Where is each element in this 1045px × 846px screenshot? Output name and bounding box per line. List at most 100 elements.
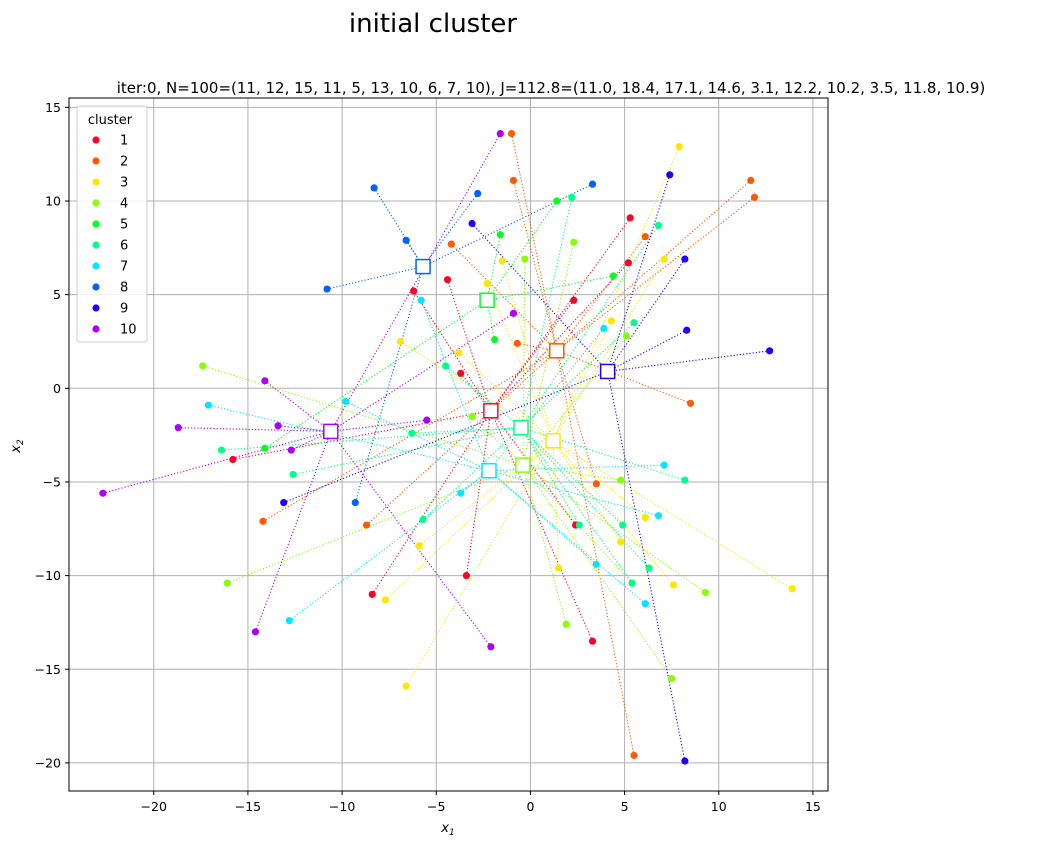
cluster-7-centroid: [481, 462, 497, 479]
cluster-2-link: [517, 342, 557, 352]
x-tick-label: −10: [329, 799, 355, 814]
cluster-4-point: [622, 332, 631, 340]
cluster-9-point: [683, 326, 691, 334]
cluster-9-link: [607, 329, 688, 372]
cluster-4-centroid: [515, 457, 531, 473]
cluster-6-point: [628, 579, 636, 587]
cluster-10-link: [291, 430, 332, 451]
cluster-10-centroid: [323, 423, 339, 440]
cluster-1-link: [490, 299, 575, 412]
cluster-9-link: [471, 223, 609, 372]
cluster-6-link: [445, 365, 522, 429]
cluster-3-point: [381, 596, 390, 604]
cluster-4-link: [522, 259, 526, 466]
cluster-3-point: [675, 143, 683, 151]
legend-label-9: 9: [120, 302, 128, 317]
cluster-9-point: [766, 347, 774, 355]
cluster-9-point: [666, 171, 674, 179]
cluster-2-centroid: [549, 343, 565, 359]
cluster-5-point: [609, 272, 617, 280]
cluster-2-link: [512, 180, 558, 351]
cluster-6-point: [681, 476, 689, 484]
legend-label-2: 2: [120, 155, 128, 170]
cluster-3-point: [555, 564, 563, 572]
cluster-10-point: [287, 446, 295, 454]
cluster-10-point: [423, 416, 431, 424]
cluster-3-link: [552, 440, 560, 569]
cluster-1-link: [232, 410, 491, 461]
legend-marker-3: [92, 178, 100, 186]
cluster-10-point: [251, 628, 260, 636]
cluster-7-point: [592, 560, 600, 568]
y-axis-label-subscript: 2: [16, 439, 26, 445]
cluster-8-point: [351, 498, 359, 507]
cluster-10-point: [487, 643, 495, 651]
cluster-5-link: [486, 200, 558, 301]
x-tick-label: 15: [805, 799, 821, 814]
cluster-7-point: [285, 616, 293, 625]
y-tick-label: −20: [35, 755, 61, 770]
cluster-2-point: [592, 480, 600, 488]
cluster-4-link: [522, 335, 627, 466]
cluster-4-link: [471, 416, 524, 466]
cluster-1-point: [368, 590, 376, 598]
cluster-5-point: [491, 336, 499, 344]
cluster-1-link: [447, 279, 492, 411]
cluster-6-point: [289, 470, 297, 479]
cluster-7-link: [345, 400, 490, 472]
cluster-3-point: [617, 538, 625, 546]
cluster-6-point: [568, 193, 576, 201]
legend-label-6: 6: [120, 239, 128, 254]
cluster-1-point: [457, 369, 465, 377]
cluster-1-point: [462, 572, 470, 580]
x-axis-label-subscript: 1: [449, 828, 455, 838]
cluster-8-point: [588, 180, 597, 188]
cluster-2-point: [686, 399, 695, 407]
cluster-1-link: [490, 410, 577, 526]
cluster-3-point: [415, 542, 423, 550]
cluster-8-link: [422, 183, 593, 268]
cluster-8-point: [474, 189, 482, 198]
cluster-2-point: [447, 240, 455, 248]
cluster-2-point: [750, 193, 759, 201]
cluster-3-link: [552, 440, 674, 586]
cluster-2-point: [641, 233, 649, 241]
cluster-5-point: [553, 197, 561, 205]
plot-frame: [68, 97, 829, 792]
cluster-6-link: [221, 427, 522, 451]
cluster-9-point: [280, 498, 288, 507]
cluster-2-point: [513, 339, 521, 347]
cluster-4-point: [468, 412, 476, 421]
cluster-10-link: [330, 419, 427, 432]
cluster-8-link: [422, 193, 479, 267]
cluster-8-link: [326, 266, 424, 290]
cluster-1-point: [410, 287, 418, 295]
plot-area: [68, 97, 829, 792]
cluster-10-link: [277, 425, 331, 432]
centroid-markers: [323, 258, 616, 479]
cluster-6-point: [217, 446, 226, 454]
cluster-3-link: [552, 146, 680, 441]
cluster-10-point: [509, 309, 518, 317]
y-tick-label: 15: [45, 100, 61, 115]
cluster-6-point: [408, 429, 416, 437]
cluster-10-link: [330, 312, 514, 432]
cluster-10-point: [99, 489, 107, 497]
plot-background: [69, 98, 828, 791]
assignment-lines: [102, 133, 793, 762]
cluster-4-point: [199, 362, 207, 370]
cluster-3-link: [552, 440, 793, 590]
cluster-6-point: [442, 362, 450, 370]
cluster-6-centroid: [513, 419, 529, 436]
cluster-7-link: [488, 470, 646, 605]
cluster-3-point: [607, 317, 616, 325]
x-tick-label: 10: [711, 799, 727, 814]
cluster-6-link: [411, 427, 522, 434]
legend-marker-8: [92, 283, 100, 291]
cluster-7-link: [488, 470, 597, 565]
cluster-1-point: [624, 259, 632, 267]
legend-label-8: 8: [120, 281, 128, 296]
legend-marker-7: [92, 262, 100, 270]
legend-marker-10: [92, 325, 100, 333]
